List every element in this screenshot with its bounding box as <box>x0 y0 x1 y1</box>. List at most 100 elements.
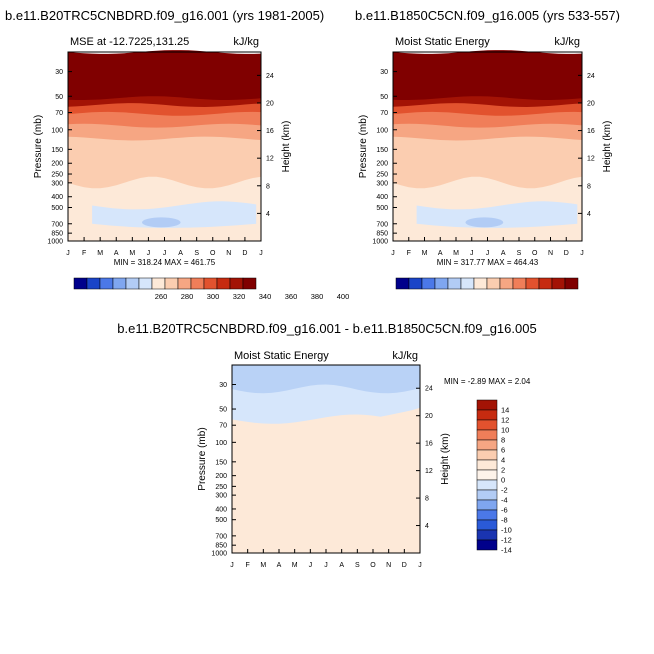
colorbar-label: 12 <box>501 416 509 425</box>
height-tick-label: 12 <box>266 156 274 163</box>
height-tick-label: 16 <box>425 441 433 448</box>
y-tick-label: 200 <box>376 161 388 168</box>
height-tick-label: 24 <box>266 73 274 80</box>
colorbar-swatch <box>512 277 527 290</box>
y-tick-label: 50 <box>55 94 63 101</box>
colorbar-swatch <box>434 277 449 290</box>
colorbar-label: 300 <box>207 292 220 301</box>
y-tick-label: 70 <box>219 423 227 430</box>
x-tick-label: D <box>402 562 407 569</box>
colorbar-label: 10 <box>501 426 509 435</box>
y-tick-label: 200 <box>51 161 63 168</box>
chart-title: b.e11.B1850C5CN.f09_g16.005 (yrs 533-557… <box>355 8 620 23</box>
y-tick-label: 70 <box>380 110 388 117</box>
height-tick-label: 24 <box>587 73 595 80</box>
colorbar-swatch <box>476 409 498 421</box>
x-tick-label: A <box>339 562 344 569</box>
colorbar-swatch <box>447 277 462 290</box>
colorbar-label: 320 <box>233 292 246 301</box>
colorbar-label: -14 <box>501 546 512 555</box>
colorbar-swatch <box>138 277 153 290</box>
height-tick-label: 24 <box>425 386 433 393</box>
x-tick-label: S <box>517 250 522 257</box>
x-tick-label: O <box>210 250 216 257</box>
colorbar-swatch <box>476 459 498 471</box>
x-tick-label: J <box>230 562 234 569</box>
colorbar-label: 2 <box>501 466 505 475</box>
x-tick-label: J <box>580 250 584 257</box>
y-tick-label: 700 <box>215 533 227 540</box>
colorbar-swatch <box>476 419 498 431</box>
colorbar-swatch <box>460 277 475 290</box>
y-tick-label: 150 <box>51 147 63 154</box>
colorbar-label: 14 <box>501 406 509 415</box>
colorbar-label: 340 <box>259 292 272 301</box>
contour-band-low-mse <box>416 201 578 228</box>
colorbar-swatch <box>476 479 498 491</box>
colorbar-swatch <box>203 277 218 290</box>
colorbar-swatch <box>99 277 114 290</box>
x-tick-label: F <box>246 562 250 569</box>
right-axis-label: Height (km) <box>440 433 451 485</box>
x-tick-label: J <box>309 562 313 569</box>
y-tick-label: 850 <box>51 231 63 238</box>
x-tick-label: F <box>407 250 411 257</box>
chart-title: b.e11.B20TRC5CNBDRD.f09_g16.001 - b.e11.… <box>117 321 536 336</box>
y-tick-label: 500 <box>51 205 63 212</box>
x-tick-label: N <box>386 562 391 569</box>
colorbar-swatch <box>476 499 498 511</box>
min-max-stats: MIN = 318.24 MAX = 461.75 <box>114 258 216 267</box>
y-tick-label: 1000 <box>372 239 388 246</box>
height-tick-label: 20 <box>587 100 595 107</box>
colorbar-swatch <box>408 277 423 290</box>
x-tick-label: J <box>324 562 328 569</box>
colorbar-swatch <box>476 469 498 481</box>
colorbar-swatch <box>86 277 101 290</box>
chart-subtitle-right: kJ/kg <box>554 36 580 48</box>
y-tick-label: 250 <box>215 484 227 491</box>
contour-band-min-mse <box>465 217 504 228</box>
colorbar-swatch <box>476 539 498 551</box>
y-tick-label: 250 <box>376 172 388 179</box>
y-tick-label: 700 <box>376 221 388 228</box>
y-tick-label: 400 <box>215 506 227 513</box>
y-axis-label: Pressure (mb) <box>358 115 369 178</box>
x-tick-label: M <box>129 250 135 257</box>
colorbar-swatch <box>476 519 498 531</box>
colorbar-swatch <box>177 277 192 290</box>
x-tick-label: J <box>163 250 167 257</box>
colorbar-label: 380 <box>311 292 324 301</box>
y-tick-label: 300 <box>51 180 63 187</box>
contour-band-min-mse <box>141 217 181 228</box>
x-tick-label: M <box>260 562 266 569</box>
colorbar-swatch <box>473 277 488 290</box>
y-tick-label: 100 <box>215 440 227 447</box>
x-tick-label: J <box>418 562 422 569</box>
height-tick-label: 12 <box>587 156 595 163</box>
y-tick-label: 850 <box>215 543 227 550</box>
x-tick-label: A <box>501 250 506 257</box>
colorbar-swatch <box>421 277 436 290</box>
colorbar-swatch <box>551 277 566 290</box>
colorbar-swatch <box>216 277 231 290</box>
y-tick-label: 30 <box>55 69 63 76</box>
y-tick-label: 50 <box>380 94 388 101</box>
colorbar-swatch <box>476 399 498 411</box>
colorbar-label: -6 <box>501 506 508 515</box>
x-tick-label: J <box>470 250 474 257</box>
colorbar-swatch <box>395 277 410 290</box>
colorbar-swatch <box>190 277 205 290</box>
y-tick-label: 50 <box>219 407 227 414</box>
x-tick-label: M <box>422 250 428 257</box>
chart-subtitle-left: MSE at -12.7225,131.25 <box>70 36 189 48</box>
height-tick-label: 20 <box>266 100 274 107</box>
colorbar-label: -4 <box>501 496 508 505</box>
height-tick-label: 8 <box>425 496 429 503</box>
chart-panel-1: b.e11.B20TRC5CNBDRD.f09_g16.001 (yrs 198… <box>5 8 349 301</box>
x-tick-label: F <box>82 250 86 257</box>
chart-panel-3: b.e11.B20TRC5CNBDRD.f09_g16.001 - b.e11.… <box>117 321 536 569</box>
min-max-stats: MIN = 317.77 MAX = 464.43 <box>437 258 539 267</box>
x-tick-label: J <box>391 250 395 257</box>
